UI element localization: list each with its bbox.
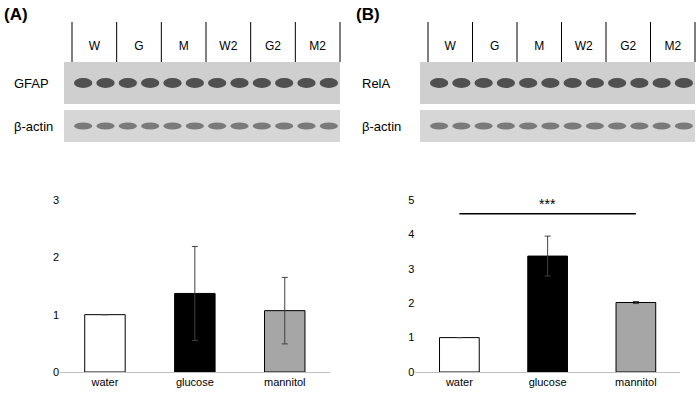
- svg-text:RelA: RelA: [362, 76, 391, 91]
- svg-text:W2: W2: [219, 39, 237, 53]
- svg-text:(A): (A): [4, 5, 28, 24]
- svg-text:0: 0: [53, 366, 59, 378]
- svg-text:1: 1: [53, 309, 59, 321]
- svg-text:β-actin: β-actin: [362, 119, 401, 134]
- svg-text:2: 2: [408, 297, 414, 309]
- svg-text:2: 2: [53, 251, 59, 263]
- svg-text:W: W: [445, 39, 457, 53]
- svg-text:G2: G2: [265, 39, 281, 53]
- svg-text:β-actin: β-actin: [14, 119, 53, 134]
- svg-text:M: M: [534, 39, 544, 53]
- svg-text:water: water: [90, 376, 118, 388]
- svg-text:4: 4: [408, 228, 414, 240]
- svg-text:0: 0: [408, 366, 414, 378]
- svg-text:3: 3: [408, 263, 414, 275]
- svg-text:***: ***: [539, 196, 556, 212]
- svg-text:5: 5: [408, 194, 414, 206]
- svg-text:M: M: [179, 39, 189, 53]
- svg-text:M2: M2: [664, 39, 681, 53]
- svg-text:3: 3: [53, 194, 59, 206]
- svg-text:G: G: [134, 39, 143, 53]
- svg-text:mannitol: mannitol: [615, 376, 657, 388]
- svg-text:1: 1: [408, 331, 414, 343]
- svg-text:GFAP: GFAP: [14, 76, 49, 91]
- svg-text:G2: G2: [620, 39, 636, 53]
- svg-text:glucose: glucose: [529, 376, 567, 388]
- svg-text:mannitol: mannitol: [264, 376, 306, 388]
- svg-text:(B): (B): [356, 5, 380, 24]
- svg-text:glucose: glucose: [176, 376, 214, 388]
- svg-text:W: W: [89, 39, 101, 53]
- svg-text:water: water: [445, 376, 473, 388]
- svg-text:W2: W2: [575, 39, 593, 53]
- svg-text:M2: M2: [309, 39, 326, 53]
- svg-text:G: G: [490, 39, 499, 53]
